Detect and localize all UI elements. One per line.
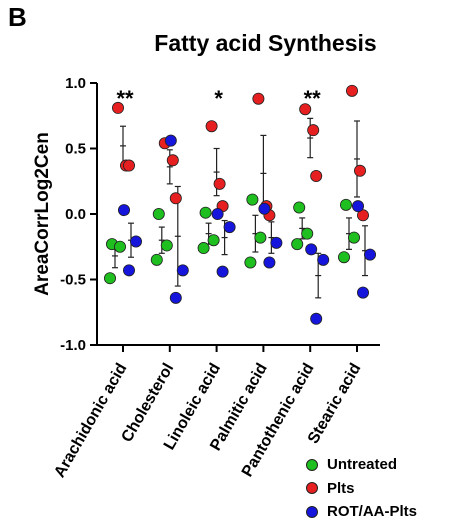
error-bars: [112, 117, 368, 299]
point-rot-aa-plts-arachidonic-acid: [129, 235, 142, 248]
point-plts-pantothenic-acid: [310, 170, 323, 183]
point-untreated-cholesterol: [150, 253, 163, 266]
legend-marker-rot-aa-plts: [306, 505, 318, 518]
point-untreated-arachidonic-acid: [114, 240, 127, 253]
point-untreated-palmitic-acid: [244, 256, 257, 269]
x-tick-label-arachidonic-acid: Arachidonic acid: [51, 361, 130, 481]
legend-item-untreated: Untreated: [306, 453, 417, 477]
point-untreated-pantothenic-acid: [291, 238, 304, 251]
point-untreated-stearic-acid: [337, 251, 350, 264]
point-rot-aa-plts-palmitic-acid: [258, 202, 271, 215]
point-rot-aa-plts-palmitic-acid: [263, 256, 276, 269]
point-rot-aa-plts-arachidonic-acid: [118, 204, 131, 217]
chart-title: Fatty acid Synthesis: [154, 30, 377, 56]
data-points: [104, 84, 376, 325]
point-untreated-palmitic-acid: [254, 231, 267, 244]
point-plts-cholesterol: [166, 154, 179, 167]
point-rot-aa-plts-linoleic-acid: [216, 265, 229, 278]
y-tick-label: -0.5: [60, 272, 86, 289]
point-untreated-palmitic-acid: [246, 193, 259, 206]
point-plts-palmitic-acid: [252, 92, 265, 105]
point-plts-linoleic-acid: [205, 120, 218, 133]
legend-label-rot-aa-plts: ROT/AA-Plts: [327, 503, 417, 521]
legend-item-plts: Plts: [306, 477, 417, 501]
axes: [90, 82, 380, 352]
point-rot-aa-plts-cholesterol: [164, 134, 177, 147]
point-plts-pantothenic-acid: [307, 124, 320, 137]
point-rot-aa-plts-pantothenic-acid: [305, 243, 318, 256]
point-rot-aa-plts-cholesterol: [169, 291, 182, 304]
panel-label: B: [8, 2, 27, 32]
legend-label-plts: Plts: [327, 479, 355, 497]
significance-marker: *: [214, 86, 223, 111]
point-rot-aa-plts-pantothenic-acid: [317, 253, 330, 266]
significance-marker: **: [116, 86, 134, 111]
legend-marker-untreated: [306, 458, 318, 471]
legend-marker-plts: [306, 482, 318, 495]
point-plts-linoleic-acid: [213, 177, 226, 190]
point-untreated-pantothenic-acid: [293, 201, 306, 214]
y-tick-label: -1.0: [60, 337, 86, 354]
y-tick-label: 0.5: [65, 141, 86, 158]
point-untreated-linoleic-acid: [197, 242, 210, 255]
legend-label-untreated: Untreated: [327, 456, 398, 474]
point-rot-aa-plts-linoleic-acid: [223, 221, 236, 234]
point-rot-aa-plts-linoleic-acid: [211, 207, 224, 220]
point-rot-aa-plts-palmitic-acid: [270, 236, 283, 249]
point-untreated-cholesterol: [160, 239, 173, 252]
point-untreated-stearic-acid: [347, 231, 360, 244]
y-tick-label: 1.0: [65, 75, 86, 92]
point-untreated-cholesterol: [152, 207, 165, 220]
point-plts-stearic-acid: [353, 164, 366, 177]
legend-item-rot-aa-plts: ROT/AA-Plts: [306, 500, 417, 524]
point-untreated-pantothenic-acid: [301, 227, 314, 240]
point-untreated-linoleic-acid: [207, 234, 220, 247]
y-axis-title: AreaCorrLog2Cen: [32, 132, 53, 296]
point-rot-aa-plts-cholesterol: [176, 264, 189, 277]
point-untreated-linoleic-acid: [199, 206, 212, 219]
point-plts-stearic-acid: [345, 84, 358, 97]
point-plts-arachidonic-acid: [112, 101, 125, 114]
point-plts-pantothenic-acid: [299, 103, 312, 116]
point-rot-aa-plts-stearic-acid: [363, 248, 376, 261]
point-untreated-arachidonic-acid: [104, 272, 117, 285]
point-rot-aa-plts-stearic-acid: [351, 200, 364, 213]
point-untreated-stearic-acid: [339, 198, 352, 211]
legend: Untreated Plts ROT/AA-Plts: [306, 453, 417, 524]
y-tick-label: 0.0: [65, 206, 86, 223]
point-plts-cholesterol: [169, 192, 182, 205]
significance-marker: **: [304, 86, 322, 111]
point-rot-aa-plts-arachidonic-acid: [123, 264, 136, 277]
point-rot-aa-plts-stearic-acid: [356, 286, 369, 299]
point-plts-arachidonic-acid: [123, 159, 136, 172]
point-plts-stearic-acid: [356, 209, 369, 222]
point-rot-aa-plts-pantothenic-acid: [310, 312, 323, 325]
